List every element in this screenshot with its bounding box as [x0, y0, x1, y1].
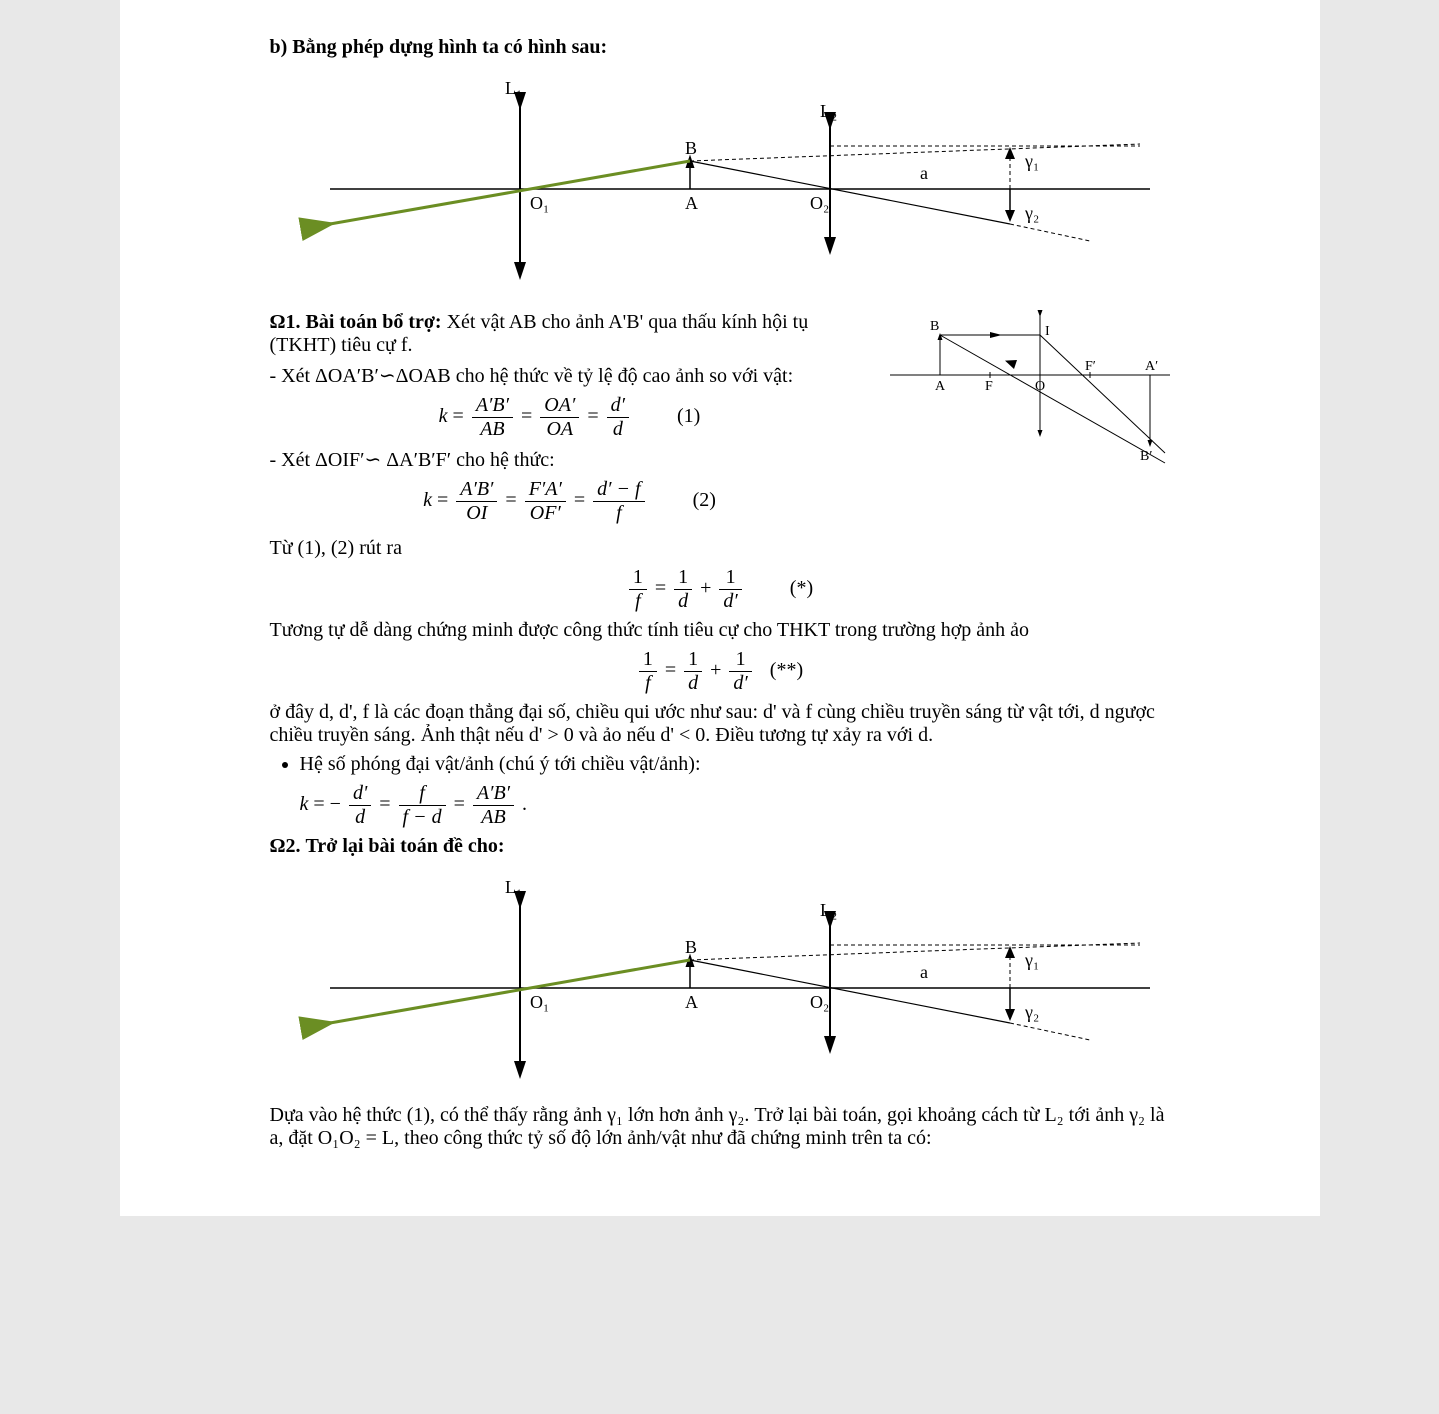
label-g2: γ₂ [1024, 203, 1039, 223]
svg-text:A: A [935, 379, 946, 394]
equation-1: k = A′B′AB = OA′OA = d′d (1) [270, 394, 870, 441]
svg-text:B′: B′ [1140, 449, 1152, 464]
label-a: a [920, 163, 928, 183]
diagram-1: L₁ O₁ B A L₂ O₂ γ₁ γ₂ a [270, 69, 1170, 295]
svg-text:F′: F′ [1085, 359, 1096, 374]
svg-text:O₂: O₂ [810, 992, 829, 1012]
svg-text:B: B [930, 319, 939, 334]
para-conventions: ở đây d, d', f là các đoạn thẳng đại số,… [270, 701, 1170, 747]
omega1-title: Ω1. Bài toán bổ trợ: [270, 311, 442, 333]
label-A: A [685, 193, 698, 213]
omega1-line: Ω1. Bài toán bổ trợ: Xét vật AB cho ảnh … [270, 311, 870, 357]
omega2-title: Ω2. Trở lại bài toán đề cho: [270, 835, 1170, 858]
section-b-heading: b) Bằng phép dựng hình ta có hình sau: [270, 36, 1170, 59]
para-final: Dựa vào hệ thức (1), có thể thấy rằng ản… [270, 1104, 1170, 1150]
svg-text:γ₂: γ₂ [1024, 1002, 1039, 1022]
document-page: b) Bằng phép dựng hình ta có hình sau: L… [120, 0, 1320, 1216]
svg-text:a: a [920, 962, 928, 982]
label-O2: O₂ [810, 193, 829, 213]
svg-text:A′: A′ [1145, 359, 1158, 374]
para-star: Tương tự dễ dàng chứng minh được công th… [270, 619, 1170, 642]
diagram-small-lens: B A I F O F′ A′ B′ [890, 305, 1170, 465]
from-1-2: Từ (1), (2) rút ra [270, 537, 1170, 560]
step2: - Xét ΔOIF′∽ ΔA′B′F′ cho hệ thức: [270, 447, 870, 472]
label-L2: L₂ [820, 101, 837, 121]
label-O1: O₁ [530, 193, 549, 213]
equation-star: 1f = 1d + 1d′ (*) [270, 566, 1170, 613]
svg-text:L₂: L₂ [820, 900, 837, 920]
svg-text:L₁: L₁ [505, 877, 522, 897]
equation-k: k = − d'd = ff − d = A′B′AB . [300, 782, 1170, 829]
svg-text:O₁: O₁ [530, 992, 549, 1012]
bullet-magnification: Hệ số phóng đại vật/ảnh (chú ý tới chiều… [300, 753, 1170, 776]
svg-text:I: I [1045, 324, 1050, 339]
equation-2: k = A′B′OI = F′A′OF′ = d′ − ff (2) [270, 478, 870, 525]
equation-star2: 1f = 1d + 1d′ (**) [270, 648, 1170, 695]
diagram-2: L₁ O₁ B A L₂ O₂ γ₁ γ₂ a [270, 868, 1170, 1094]
label-g1: γ₁ [1024, 151, 1039, 171]
step1: - Xét ΔOA′B′∽ΔOAB cho hệ thức về tỷ lệ đ… [270, 363, 870, 388]
svg-text:A: A [685, 992, 698, 1012]
svg-text:γ₁: γ₁ [1024, 950, 1039, 970]
label-B: B [685, 138, 697, 158]
svg-text:B: B [685, 937, 697, 957]
label-L1: L₁ [505, 78, 522, 98]
svg-text:F: F [985, 379, 993, 394]
